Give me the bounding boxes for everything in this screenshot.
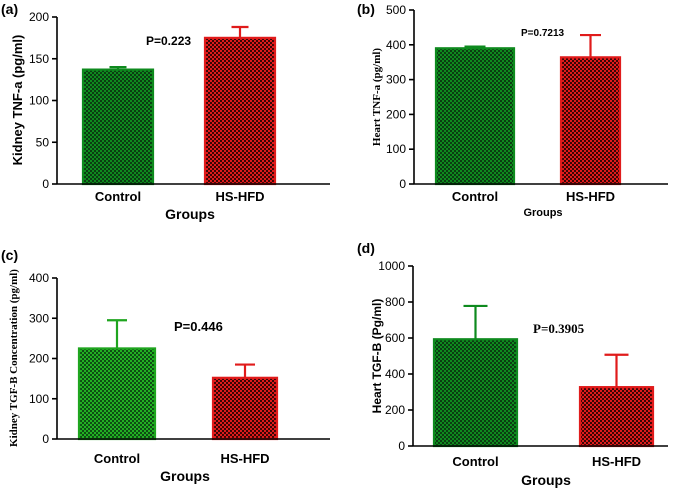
y-tick-label: 1000	[378, 259, 405, 273]
y-tick-label: 300	[29, 311, 49, 325]
category-label-control: Control	[95, 189, 141, 204]
y-tick-label: 100	[29, 94, 49, 108]
x-axis-label: Groups	[521, 472, 571, 488]
category-label-hs-hfd: HS-HFD	[220, 451, 269, 466]
p-value-annotation: P=0.446	[174, 319, 223, 334]
y-tick-label: 200	[29, 352, 49, 366]
y-tick-label: 400	[386, 38, 406, 52]
y-tick-label: 200	[385, 403, 405, 417]
y-axis-label: Heart TGF-B (Pg/ml)	[370, 299, 384, 414]
y-tick-label: 400	[385, 367, 405, 381]
y-tick-label: 800	[385, 295, 405, 309]
y-tick-label: 300	[386, 73, 406, 87]
panel-label: (d)	[357, 240, 375, 256]
chart-panel-3: (c) Kidney TGF-B Concentration (pg/ml) Con…	[1, 247, 330, 484]
y-tick-label: 0	[398, 439, 405, 453]
panel-label: (a)	[1, 1, 18, 17]
y-tick-label: 600	[385, 331, 405, 345]
category-label-hs-hfd: HS-HFD	[566, 189, 615, 204]
bar-control	[81, 68, 155, 186]
x-axis-label: Groups	[165, 206, 215, 222]
bar-hs-hfd	[203, 36, 277, 186]
x-axis-label: Groups	[523, 207, 562, 219]
p-value-annotation: P=0.223	[146, 34, 191, 48]
y-tick-label: 500	[386, 3, 406, 17]
p-value-annotation: P=0.7213	[521, 28, 565, 39]
y-tick-label: 150	[29, 52, 49, 66]
bar-control	[432, 338, 519, 448]
p-value-annotation: P=0.3905	[533, 321, 585, 336]
panel-label: (b)	[357, 1, 375, 17]
y-tick-label: 100	[386, 142, 406, 156]
bar-control	[434, 47, 516, 186]
chart-panel-2: (b) Heart TNF-a (pg/ml) Control HS-HFD 0 100 2…	[357, 1, 668, 219]
y-axis-label: Kidney TGF-B Concentration (pg/ml)	[8, 269, 20, 447]
y-tick-label: 0	[42, 432, 49, 446]
x-axis-label: Groups	[160, 468, 210, 484]
bar-hs-hfd	[578, 386, 655, 448]
chart-panel-4: (d) Heart TGF-B (Pg/ml) Control HS-HFD 0 200 4…	[357, 240, 668, 488]
bar-hs-hfd	[211, 376, 279, 441]
category-label-control: Control	[452, 189, 498, 204]
y-axis-label: Heart TNF-a (pg/ml)	[371, 48, 383, 147]
bar-control	[77, 347, 157, 441]
y-tick-label: 0	[42, 177, 49, 191]
y-tick-label: 400	[29, 271, 49, 285]
category-label-control: Control	[94, 451, 140, 466]
category-label-hs-hfd: HS-HFD	[592, 454, 641, 469]
y-tick-label: 0	[399, 177, 406, 191]
panel-label: (c)	[1, 247, 18, 263]
y-axis-label: Kidney TNF-a (pg/ml)	[10, 35, 25, 166]
y-tick-label: 50	[36, 135, 50, 149]
y-tick-label: 100	[29, 392, 49, 406]
category-label-control: Control	[452, 454, 498, 469]
chart-panel-1: (a) Kidney TNF-a (pg/ml) Control HS-HFD 0 50 1…	[1, 1, 330, 222]
category-label-hs-hfd: HS-HFD	[215, 189, 264, 204]
y-tick-label: 200	[386, 107, 406, 121]
y-tick-label: 200	[29, 10, 49, 24]
bar-hs-hfd	[559, 56, 622, 186]
